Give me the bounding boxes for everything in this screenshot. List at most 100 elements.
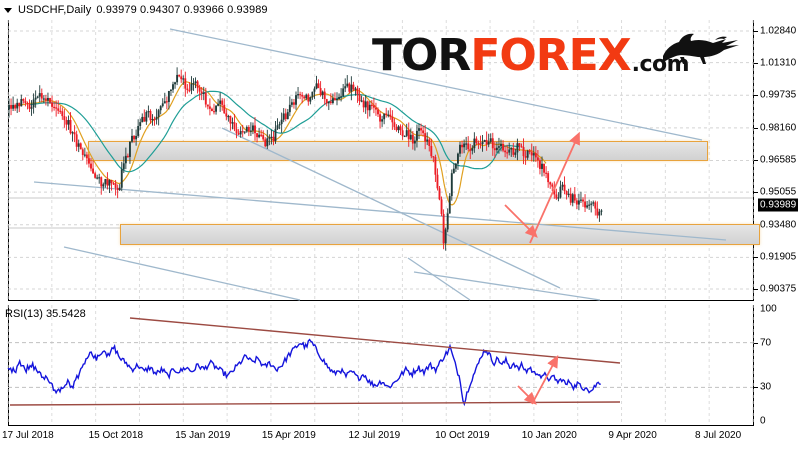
rsi-axis-line (753, 305, 754, 425)
candle-body (418, 128, 420, 131)
candle-body (350, 84, 353, 92)
price-axis-label: 0.95055 (760, 186, 797, 198)
candle-body (311, 91, 314, 98)
candle-body (403, 135, 406, 138)
candle-body (307, 94, 310, 102)
candle-body (206, 104, 209, 107)
candle-body (227, 115, 230, 118)
candle-body (319, 88, 322, 96)
candle-body (221, 100, 224, 105)
candle-body (81, 149, 84, 155)
candle-body (327, 101, 330, 104)
candle-body (547, 173, 550, 183)
candle-body (366, 101, 369, 111)
candle-body (180, 76, 183, 80)
candle-body (211, 108, 213, 112)
candle-body (26, 102, 29, 105)
candle-body (436, 174, 439, 189)
candle-body (377, 109, 379, 115)
candle-body (174, 82, 176, 85)
candle-body (399, 126, 402, 131)
candle-body (79, 143, 82, 150)
candle-body (49, 97, 51, 103)
candle-body (67, 119, 70, 125)
candle-body (360, 100, 363, 102)
candle-body (69, 119, 72, 134)
candle-body (18, 102, 21, 107)
candle-body (108, 180, 111, 186)
candle-body (305, 94, 308, 99)
candle-body (233, 122, 236, 130)
candle-body (290, 102, 293, 105)
candle-body (368, 104, 371, 111)
candle-body (151, 118, 154, 121)
candle-body (176, 74, 179, 83)
candle-body (448, 196, 451, 214)
candle-body (297, 94, 299, 96)
rsi-trendline-lower (9, 401, 621, 406)
date-axis-label: 12 Jul 2019 (348, 430, 401, 441)
candle-body (106, 179, 109, 186)
trendline-descending-upper (169, 28, 703, 141)
candle-body (541, 163, 543, 169)
candle-body (63, 116, 66, 121)
candle-body (61, 111, 64, 117)
candle-body (239, 131, 242, 135)
candle-body (55, 107, 58, 109)
candle-body (340, 96, 343, 98)
price-axis-label: 0.91905 (760, 251, 797, 263)
resistance-zone (88, 141, 708, 161)
rsi-trendline-upper (129, 317, 621, 364)
candle-body (44, 98, 47, 101)
candle-body (280, 119, 283, 125)
candle-body (577, 200, 580, 205)
candle-body (40, 93, 43, 99)
price-axis-label: 0.90375 (760, 283, 797, 295)
candle-body (208, 106, 211, 109)
candle-body (317, 83, 320, 89)
rsi-axis-label: 30 (760, 381, 772, 393)
candle-body (348, 83, 351, 92)
candle-body (336, 98, 338, 101)
candle-body (245, 127, 248, 132)
trendline-bottom (413, 271, 601, 301)
candle-body (161, 103, 164, 107)
candle-body (190, 83, 193, 91)
chart-header: USDCHF,Daily 0.93979 0.94307 0.93966 0.9… (4, 3, 268, 17)
candle-body (288, 104, 291, 113)
candle-body (313, 88, 316, 92)
caret-down-icon[interactable] (4, 7, 12, 13)
candle-body (143, 116, 146, 122)
candle-body (219, 100, 222, 104)
candle-body (334, 98, 336, 101)
candle-body (114, 183, 117, 188)
date-axis-label: 15 Oct 2018 (88, 430, 144, 441)
candle-body (159, 106, 162, 111)
candle-body (299, 94, 302, 96)
candle-body (22, 99, 25, 101)
candle-body (586, 205, 589, 208)
candle-body (94, 173, 97, 178)
candle-body (270, 136, 273, 138)
candle-body (10, 105, 12, 109)
candle-body (385, 113, 388, 115)
candle-body (454, 163, 457, 169)
candle-body (34, 97, 37, 100)
candle-body (559, 186, 562, 198)
rsi-axis-left (8, 305, 9, 425)
price-axis-tick (753, 160, 758, 161)
candle-body (229, 115, 232, 124)
candle-body (323, 91, 326, 100)
candle-body (110, 180, 113, 184)
candle-body (293, 102, 295, 105)
candle-body (167, 90, 170, 102)
candle-body (381, 119, 384, 122)
candle-body (440, 199, 443, 214)
price-axis-tick (753, 128, 758, 129)
candle-body (215, 105, 217, 112)
candle-body (405, 130, 408, 136)
rsi-label: RSI(13) 35.5428 (5, 308, 86, 320)
candle-body (395, 126, 398, 131)
candle-body (598, 211, 601, 216)
